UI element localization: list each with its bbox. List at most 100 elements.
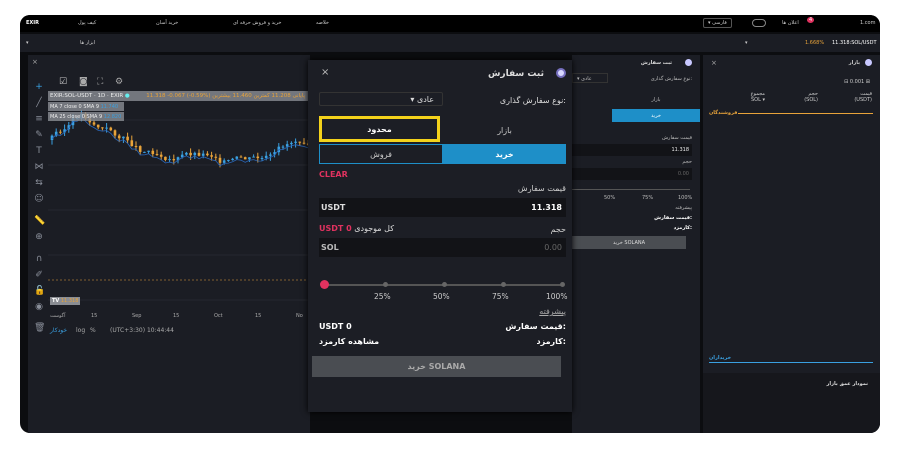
form2-price-input[interactable]: 11.318 <box>572 144 692 156</box>
account-name[interactable]: 1.com <box>860 20 876 26</box>
buy-tab[interactable]: خرید <box>443 144 566 164</box>
form2-tick: 100% <box>678 195 693 201</box>
balance: USDT 0 کل موجودی <box>319 224 394 233</box>
price-input[interactable]: USDT 11.318 <box>319 198 566 217</box>
candle <box>193 152 197 156</box>
nav-wallet[interactable]: کیف پول <box>78 20 97 26</box>
candle <box>138 146 142 152</box>
candle <box>164 156 167 160</box>
nav-easy-buy[interactable]: خرید آسان <box>156 20 179 26</box>
col-total[interactable]: مجموع SOL ▾ <box>750 91 765 103</box>
magnet-icon[interactable]: ∩ <box>35 254 43 264</box>
timezone-clock[interactable]: (UTC+3:30) 10:44:44 <box>110 327 174 334</box>
modal-close-icon[interactable]: × <box>321 67 330 78</box>
brush-icon[interactable]: ✎ <box>35 130 43 140</box>
candle <box>235 156 239 159</box>
candle <box>239 156 243 158</box>
lock-draw-icon[interactable]: ✐ <box>35 270 43 280</box>
order-price-label: قیمت سفارش: <box>505 322 566 331</box>
candle <box>214 156 218 158</box>
slider-tick[interactable]: 75% <box>492 292 509 301</box>
x-tick: 15 <box>91 313 98 319</box>
candle <box>67 125 71 130</box>
form2-fee-label: کارمزد: <box>673 225 692 231</box>
lock-icon[interactable]: 🔓 <box>34 286 46 296</box>
order-form-panel: ثبت سفارش نوع سفارش گذاری: ▾ عادی بازار … <box>572 55 700 433</box>
prediction-icon[interactable]: ⇆ <box>35 178 43 188</box>
clear-button[interactable]: CLEAR <box>319 170 348 179</box>
view-fee-link[interactable]: مشاهده کارمزد <box>319 337 380 346</box>
candle <box>189 152 192 156</box>
x-tick: Sep <box>132 313 142 319</box>
camera-icon[interactable]: ◙ <box>79 77 88 87</box>
candlestick-chart[interactable] <box>48 110 310 310</box>
top-nav: EXIR کیف پول خرید آسان خرید و فروش حرفه … <box>20 15 880 32</box>
form2-slider[interactable] <box>572 189 690 190</box>
pair-price: 11.318:SOL/USDT <box>832 40 877 46</box>
percent-scale-button[interactable]: % <box>90 327 96 334</box>
form2-order-type-select[interactable]: ▾ عادی <box>572 73 608 83</box>
form2-advanced[interactable]: پیشرفته <box>675 205 692 211</box>
volume-input[interactable]: SOL 0.00 <box>319 238 566 257</box>
pair-dropdown-icon[interactable]: ▾ <box>745 40 748 46</box>
notifications[interactable]: اعلان ها <box>782 20 799 26</box>
step-control[interactable]: ⊟ 0.001 ⊞ <box>844 79 870 85</box>
order-type-select[interactable]: ▾ عادی <box>319 92 443 106</box>
slider-tick[interactable]: 50% <box>433 292 450 301</box>
tab-limit[interactable]: محدود <box>319 116 440 142</box>
emoji-icon[interactable]: ☺ <box>34 194 44 204</box>
form2-volume-input[interactable]: 0.00 <box>572 168 692 180</box>
sell-tab[interactable]: فروش <box>319 144 443 164</box>
candle <box>248 157 251 160</box>
solana-logo-icon <box>556 68 566 78</box>
form2-buy-tab[interactable]: خرید <box>612 109 700 122</box>
ma25-legend: MA 25 close 0 SMA 9 12.820 <box>48 112 124 121</box>
market-close-icon[interactable]: × <box>711 59 717 67</box>
zoom-icon[interactable]: ⊕ <box>35 232 43 242</box>
tools-dropdown-icon[interactable]: ▾ <box>26 40 29 46</box>
tab-market[interactable]: بازار <box>497 125 512 135</box>
slider-tick[interactable]: 100% <box>546 292 568 301</box>
nav-summary[interactable]: خلاصه <box>316 20 330 26</box>
candle <box>281 146 285 148</box>
x-tick: 15 <box>255 313 262 319</box>
buyers-label: خریداران <box>709 355 732 361</box>
text-icon[interactable]: T <box>36 146 42 156</box>
theme-toggle[interactable] <box>752 19 766 27</box>
volume-label: حجم <box>550 225 566 234</box>
close-icon[interactable]: × <box>32 58 38 66</box>
slider-tick[interactable]: 25% <box>374 292 391 301</box>
market-logo-icon <box>865 59 872 66</box>
candle <box>197 152 201 156</box>
language-select[interactable]: ▾ فارسی <box>703 18 732 28</box>
auto-scale-button[interactable]: خودکار <box>50 327 68 334</box>
form2-tick: 50% <box>604 195 616 201</box>
candle <box>290 142 293 145</box>
nav-pro-trade[interactable]: خرید و فروش حرفه ای <box>233 20 282 26</box>
ruler-icon[interactable]: 📏 <box>34 216 46 226</box>
chart-legend: EXIR:SOL-USDT · 1D · EXIR ● 11.318 -0.06… <box>48 91 308 101</box>
submit-buy-button[interactable]: خرید SOLANA <box>312 356 561 377</box>
pattern-icon[interactable]: ⋈ <box>34 162 44 172</box>
form2-tick: 75% <box>642 195 654 201</box>
fib-icon[interactable]: ≡ <box>35 114 43 124</box>
advanced-link[interactable]: پیشرفته <box>539 307 566 316</box>
edit-icon[interactable]: ☑ <box>59 77 68 87</box>
candle <box>185 152 188 155</box>
form2-tab-market[interactable]: بازار <box>651 97 661 103</box>
slider-handle[interactable] <box>320 280 329 289</box>
trash-icon[interactable]: 🗑 <box>34 323 46 333</box>
last-price-label: TV 11.318 <box>50 297 81 305</box>
crosshair-icon[interactable]: + <box>35 82 43 92</box>
price-label: قیمت سفارش <box>517 184 566 193</box>
form2-order-type-label: نوع سفارش گذاری: <box>650 76 692 82</box>
tools-menu[interactable]: ابزار ها <box>80 40 96 46</box>
candle <box>143 151 146 153</box>
eye-icon[interactable]: ◉ <box>35 302 43 312</box>
candle <box>227 160 230 162</box>
fullscreen-icon[interactable]: ⛶ <box>97 77 104 87</box>
trend-line-icon[interactable]: ╱ <box>36 98 42 108</box>
log-scale-button[interactable]: log <box>76 327 86 334</box>
form2-submit-button[interactable]: خرید SOLANA <box>572 236 686 249</box>
settings-icon[interactable]: ⚙ <box>115 77 124 87</box>
